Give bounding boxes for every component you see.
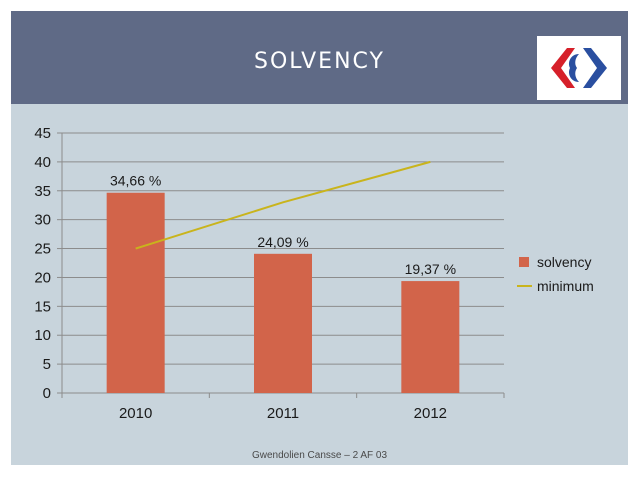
data-label: 34,66 % <box>110 173 161 189</box>
y-tick-label: 20 <box>34 269 51 286</box>
legend-label-minimum: minimum <box>537 278 594 294</box>
logo-blue-c <box>569 54 579 82</box>
x-tick-label: 2011 <box>267 405 299 422</box>
bar-line-chart: 0 5 10 15 20 25 30 35 40 45 34,66 % 24,09 % 19,37 % 2… <box>34 125 594 422</box>
legend-swatch-solvency <box>519 257 529 267</box>
title-banner: SOLVENCY <box>11 11 628 104</box>
y-tick-label: 40 <box>34 154 51 171</box>
y-tick-label: 30 <box>34 212 51 229</box>
y-tick-label: 5 <box>43 356 51 373</box>
carrefour-logo <box>537 36 621 100</box>
carrefour-logo-icon <box>551 48 607 88</box>
y-tick-label: 10 <box>34 327 51 344</box>
y-tick-label: 15 <box>34 298 51 315</box>
y-tick-label: 25 <box>34 241 51 258</box>
bar-2010 <box>106 192 165 393</box>
chart-panel: 0 5 10 15 20 25 30 35 40 45 34,66 % 24,09 % 19,37 % 2… <box>11 104 628 465</box>
y-tick-label: 45 <box>34 125 51 142</box>
data-label: 24,09 % <box>257 234 308 250</box>
data-label: 19,37 % <box>405 261 456 277</box>
series-line-minimum <box>135 160 431 250</box>
y-tick-label: 35 <box>34 183 51 200</box>
logo-red-part <box>551 48 575 88</box>
bar-2012 <box>401 281 460 393</box>
legend-label-solvency: solvency <box>537 254 591 270</box>
x-tick-label: 2012 <box>414 405 447 422</box>
x-tick-label: 2010 <box>119 405 152 422</box>
logo-blue-part <box>583 48 607 88</box>
y-tick-label: 0 <box>43 385 51 402</box>
page-title: SOLVENCY <box>254 49 385 74</box>
bar-2011 <box>254 253 312 393</box>
footer-text: Gwendolien Cansse – 2 AF 03 <box>251 450 388 461</box>
